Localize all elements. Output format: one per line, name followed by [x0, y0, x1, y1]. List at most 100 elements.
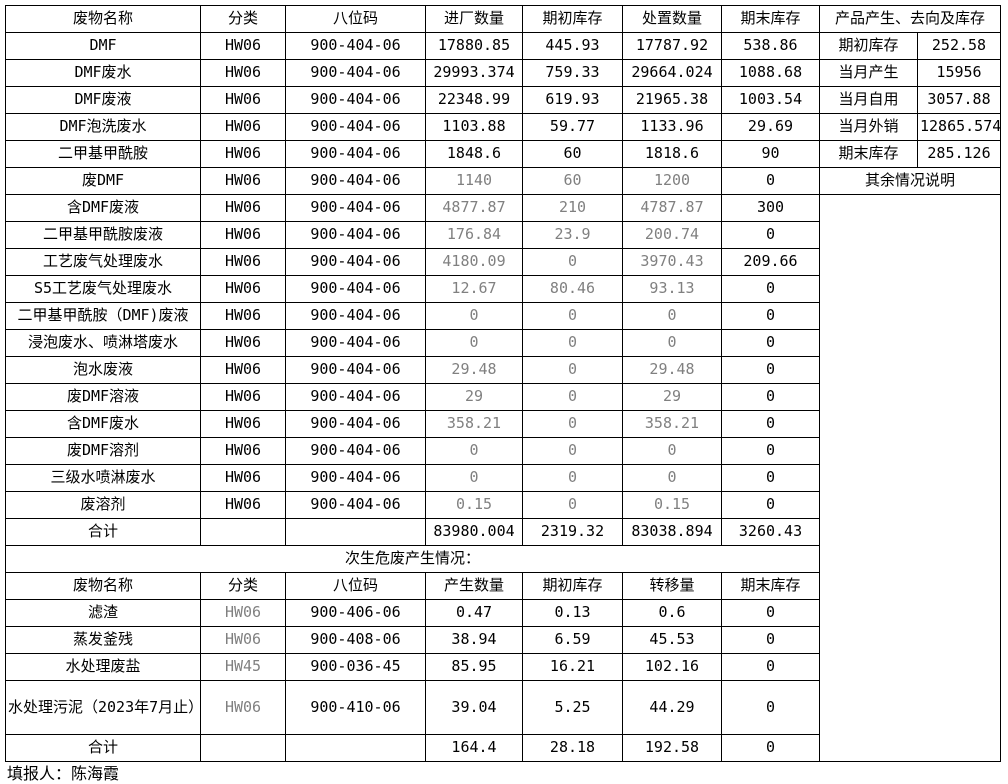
gen-qty-cell: 39.04	[425, 680, 523, 735]
table-row: DMF废水 HW06 900-404-06 29993.374 759.33 29664.…	[5, 59, 1002, 87]
waste-name-cell: 水处理污泥（2023年7月止）	[5, 680, 201, 735]
category-cell: HW06	[200, 437, 286, 465]
column-header: 转移量	[622, 572, 722, 600]
close-qty-cell: 1003.54	[721, 86, 820, 114]
category-cell: HW06	[200, 167, 286, 195]
in-qty-cell: 1140	[425, 167, 523, 195]
code-cell: 900-404-06	[285, 383, 426, 411]
table-row: 含DMF废水 HW06 900-404-06 358.21 0 358.21 0	[5, 410, 1001, 438]
category-cell: HW06	[200, 59, 286, 87]
open-qty-cell: 23.9	[522, 221, 623, 249]
code-cell: 900-404-06	[285, 248, 426, 276]
in-qty-cell: 0	[425, 437, 523, 465]
waste-report-table: 废物名称 分类 八位码 进厂数量 期初库存 处置数量 期末库存 产品产生、去向及库存 DMF HW…	[5, 5, 1002, 762]
code-cell: 900-404-06	[285, 59, 426, 87]
code-cell	[285, 734, 426, 762]
open-qty-cell: 0	[522, 302, 623, 330]
side-value-cell: 12865.574	[916, 113, 1002, 141]
table-row: DMF废液 HW06 900-404-06 22348.99 619.93 21965.3…	[5, 86, 1002, 114]
open-total-cell: 2319.32	[522, 518, 623, 546]
in-qty-cell: 358.21	[425, 410, 523, 438]
in-qty-cell: 1848.6	[425, 140, 523, 168]
close-qty-cell: 0	[721, 626, 820, 654]
code-cell: 900-404-06	[285, 302, 426, 330]
table-row: 合计 83980.004 2319.32 83038.894 3260.43	[5, 518, 1001, 546]
disp-qty-cell: 200.74	[622, 221, 722, 249]
category-cell: HW06	[200, 599, 286, 627]
waste-name-cell: 二甲基甲酰胺废液	[5, 221, 201, 249]
waste-name-cell: 废DMF	[5, 167, 201, 195]
category-cell: HW06	[200, 626, 286, 654]
waste-name-cell: 泡水废液	[5, 356, 201, 384]
waste-name-cell: 废溶剂	[5, 491, 201, 519]
side-value-cell: 285.126	[916, 140, 1002, 168]
total-label-cell: 合计	[5, 734, 201, 762]
category-cell: HW45	[200, 653, 286, 681]
table-row: 二甲基甲酰胺废液 HW06 900-404-06 176.84 23.9 200.74 0	[5, 221, 1001, 249]
table-row: 含DMF废液 HW06 900-404-06 4877.87 210 4787.87 300	[5, 194, 1002, 762]
in-qty-cell: 1103.88	[425, 113, 523, 141]
waste-name-cell: 工艺废气处理废水	[5, 248, 201, 276]
table-row: 水处理污泥（2023年7月止） HW06 900-410-06 39.04 5.25 44…	[5, 680, 1001, 735]
open-qty-cell: 5.25	[522, 680, 623, 735]
side-label-cell: 当月自用	[819, 86, 918, 114]
table-row: 废溶剂 HW06 900-404-06 0.15 0 0.15 0	[5, 491, 1001, 519]
close-qty-cell: 0	[721, 221, 820, 249]
trans-qty-cell: 102.16	[622, 653, 722, 681]
code-cell: 900-410-06	[285, 680, 426, 735]
open-qty-cell: 210	[522, 194, 623, 222]
waste-name-cell: DMF泡洗废水	[5, 113, 201, 141]
close-qty-cell: 0	[721, 464, 820, 492]
close-qty-cell: 0	[721, 491, 820, 519]
table-row: 废物名称 分类 八位码 进厂数量 期初库存 处置数量 期末库存 产品产生、去向及库存	[5, 5, 1002, 33]
in-qty-cell: 176.84	[425, 221, 523, 249]
in-qty-cell: 4180.09	[425, 248, 523, 276]
close-qty-cell: 0	[721, 653, 820, 681]
category-cell: HW06	[200, 383, 286, 411]
close-qty-cell: 209.66	[721, 248, 820, 276]
side-empty-cell	[818, 194, 1002, 762]
disp-qty-cell: 358.21	[622, 410, 722, 438]
waste-name-cell: 蒸发釜残	[5, 626, 201, 654]
table-row: 二甲基甲酰胺 HW06 900-404-06 1848.6 60 1818.6 90 期末库存…	[5, 140, 1002, 168]
table-row: 次生危废产生情况：	[5, 545, 1001, 573]
open-qty-cell: 0.13	[522, 599, 623, 627]
waste-name-cell: 废DMF溶液	[5, 383, 201, 411]
table-row: 工艺废气处理废水 HW06 900-404-06 4180.09 0 3970.43 209…	[5, 248, 1001, 276]
section-title-cell: 次生危废产生情况：	[5, 545, 820, 573]
disp-qty-cell: 29664.024	[622, 59, 722, 87]
code-cell: 900-404-06	[285, 32, 426, 60]
side-value-cell: 3057.88	[916, 86, 1002, 114]
side-note-cell: 其余情况说明	[818, 167, 1002, 195]
close-qty-cell: 90	[721, 140, 820, 168]
code-cell	[285, 518, 426, 546]
table-row: 废DMF溶液 HW06 900-404-06 29 0 29 0	[5, 383, 1001, 411]
column-header: 废物名称	[5, 5, 201, 33]
column-header: 产生数量	[425, 572, 523, 600]
waste-name-cell: 三级水喷淋废水	[5, 464, 201, 492]
disp-qty-cell: 1200	[622, 167, 722, 195]
reporter-line: 填报人：陈海霞	[7, 764, 120, 783]
table-row: 废DMF HW06 900-404-06 1140 60 1200 0 其余情况说明	[5, 167, 1002, 195]
category-cell: HW06	[200, 410, 286, 438]
disp-qty-cell: 21965.38	[622, 86, 722, 114]
waste-name-cell: 浸泡废水、喷淋塔废水	[5, 329, 201, 357]
open-qty-cell: 445.93	[522, 32, 623, 60]
in-qty-cell: 4877.87	[425, 194, 523, 222]
close-qty-cell: 0	[721, 437, 820, 465]
open-qty-cell: 0	[522, 356, 623, 384]
code-cell: 900-404-06	[285, 464, 426, 492]
column-header: 分类	[200, 572, 286, 600]
table-row: S5工艺废气处理废水 HW06 900-404-06 12.67 80.46 93.13 0	[5, 275, 1001, 303]
column-header: 处置数量	[622, 5, 722, 33]
side-section-header: 产品产生、去向及库存	[818, 5, 1002, 33]
gen-total-cell: 164.4	[425, 734, 523, 762]
open-qty-cell: 60	[522, 167, 623, 195]
waste-name-cell: 水处理废盐	[5, 653, 201, 681]
gen-qty-cell: 85.95	[425, 653, 523, 681]
category-cell: HW06	[200, 248, 286, 276]
open-qty-cell: 80.46	[522, 275, 623, 303]
table-row: DMF泡洗废水 HW06 900-404-06 1103.88 59.77 1133.96…	[5, 113, 1002, 141]
category-cell: HW06	[200, 464, 286, 492]
disp-qty-cell: 0	[622, 329, 722, 357]
